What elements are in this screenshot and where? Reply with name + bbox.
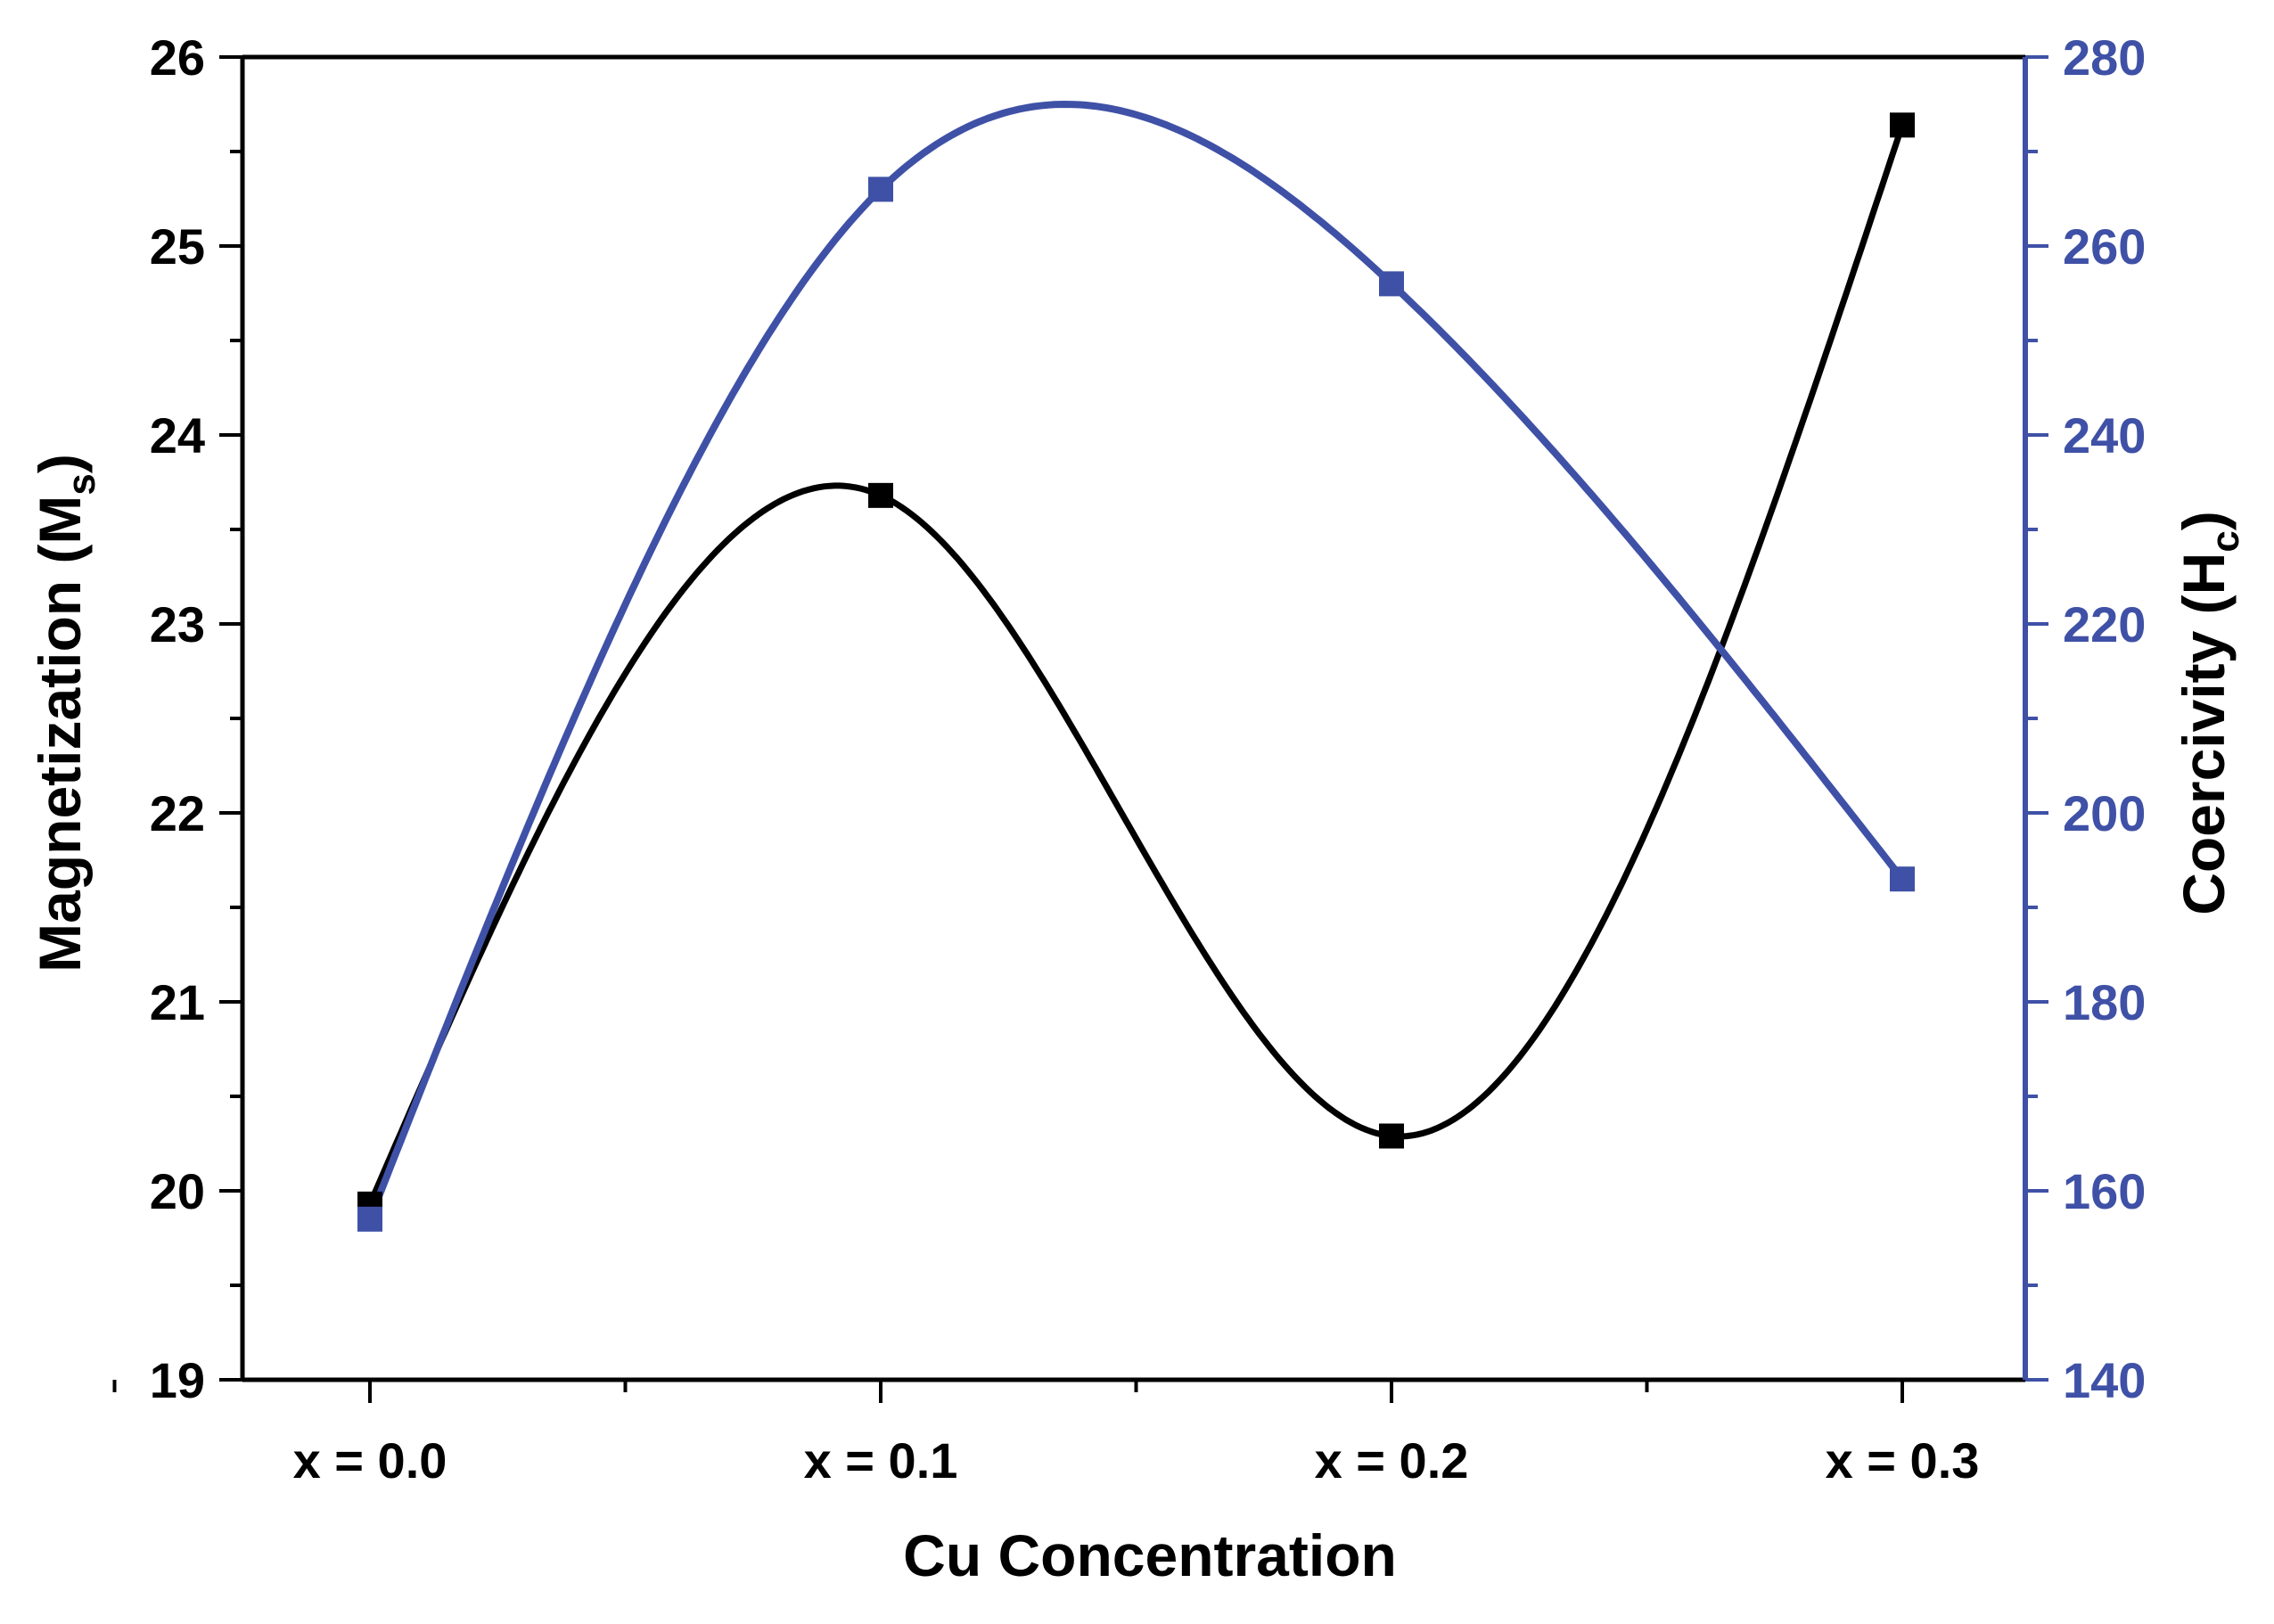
y-left-title-close: ) [27,454,93,473]
series-line-2 [366,101,1906,1221]
y-left-title-sub: s [60,473,103,495]
y-right-axis-title: Coercivity (Hc) [2171,511,2247,915]
x-tick-label: x = 0.2 [1315,1432,1469,1489]
x-tick-label: x = 0.1 [804,1432,958,1489]
ticks [112,55,2048,1403]
data-point-marker [1890,112,1915,138]
y-right-tick-label: 260 [2063,218,2146,275]
series-lines [366,101,1906,1221]
x-tick-label: x = 0.0 [293,1432,447,1489]
y-right-tick-label: 200 [2063,785,2146,841]
y-left-tick-label: 22 [150,785,205,841]
y-right-tick-label: 160 [2063,1163,2146,1219]
y-right-tick-label: 240 [2063,407,2146,463]
y-left-tick-label: 20 [150,1163,205,1219]
data-point-marker [1890,866,1915,892]
y-left-tick-label: 25 [150,218,205,275]
y-left-tick-label: 21 [150,974,205,1030]
y-right-title-main: Coercivity (H [2171,553,2237,915]
y-right-title-sub: c [2204,530,2247,552]
data-point-marker [357,1206,382,1232]
y-left-tick-label: 23 [150,596,205,652]
y-left-tick-label: 19 [150,1352,205,1408]
data-point-marker [1379,271,1404,297]
y-right-title-close: ) [2171,511,2237,530]
data-point-marker [868,482,893,508]
y-left-axis-title: Magnetization (Ms) [27,454,103,972]
y-right-tick-label: 220 [2063,596,2146,652]
y-right-tick-label: 180 [2063,974,2146,1030]
y-right-tick-label: 280 [2063,29,2146,86]
y-left-tick-label: 24 [150,407,205,463]
series-markers [357,112,1915,1232]
series-line-1 [366,124,1906,1206]
data-point-marker [868,176,893,202]
axes [240,54,2028,1382]
x-axis-title: Cu Concentration [903,1522,1397,1588]
y-left-title-main: Magnetization (M [27,496,93,972]
y-left-tick-label: 26 [150,29,205,86]
tick-labels: 19 20 21 22 23 24 25 26 140 160 180 200 220 240 260 280… [150,29,2147,1489]
data-point-marker [1379,1123,1404,1149]
x-tick-label: x = 0.3 [1826,1432,1980,1489]
y-right-tick-label: 140 [2063,1352,2146,1408]
